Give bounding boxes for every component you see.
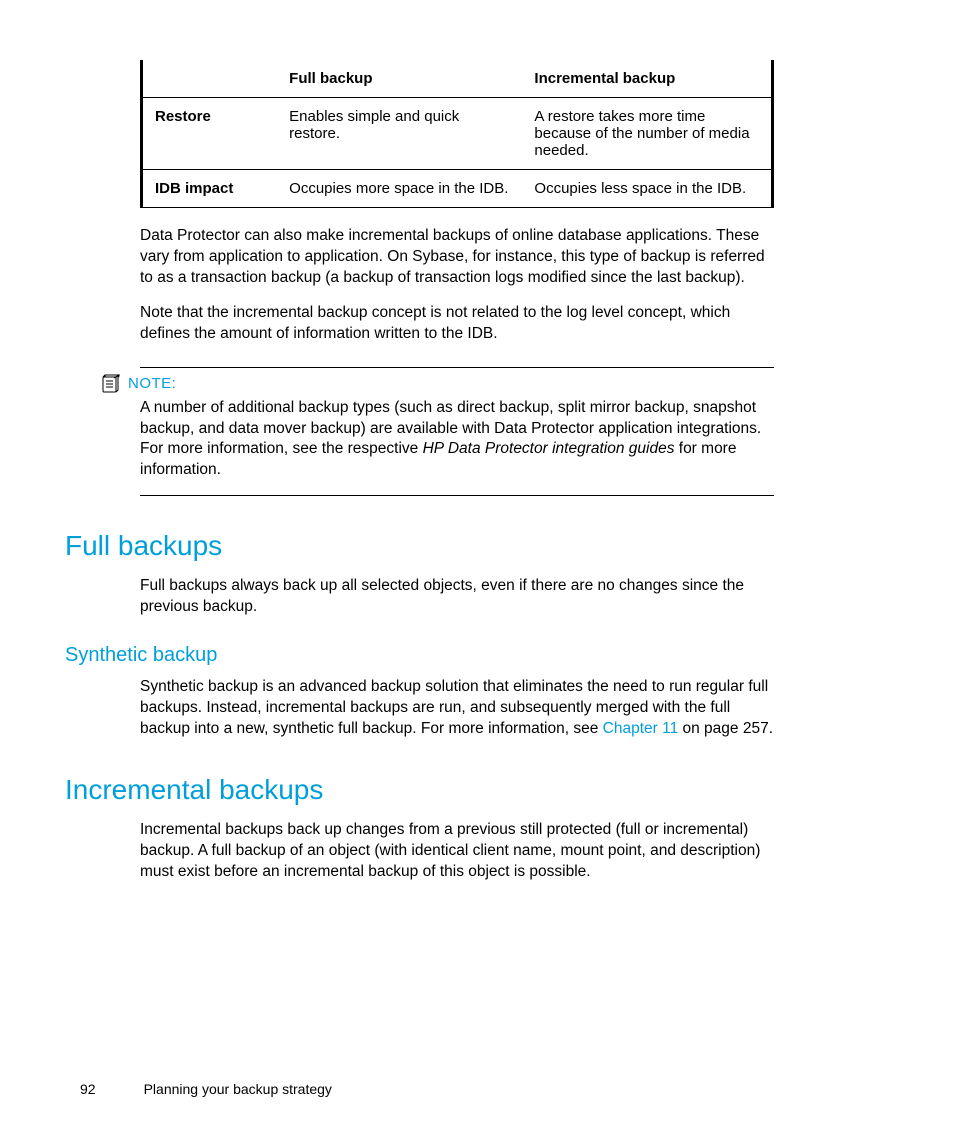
table-header-incremental: Incremental backup — [522, 60, 771, 98]
comparison-table: Full backup Incremental backup Restore E… — [143, 60, 771, 208]
note-label: NOTE: — [128, 375, 176, 392]
table-cell: Occupies less space in the IDB. — [522, 170, 771, 208]
note-body: A number of additional backup types (suc… — [140, 398, 774, 482]
content-area: Full backup Incremental backup Restore E… — [140, 60, 774, 883]
table-rowhead-idb: IDB impact — [143, 170, 277, 208]
document-page: Full backup Incremental backup Restore E… — [0, 0, 954, 1145]
table-cell: A restore takes more time because of the… — [522, 98, 771, 170]
table-row: IDB impact Occupies more space in the ID… — [143, 170, 771, 208]
footer-title: Planning your backup strategy — [144, 1081, 332, 1097]
table-cell: Enables simple and quick restore. — [277, 98, 522, 170]
synthetic-text-post: on page 257. — [678, 720, 773, 737]
table-cell: Occupies more space in the IDB. — [277, 170, 522, 208]
table-header-full: Full backup — [277, 60, 522, 98]
section-heading-full-backups: Full backups — [65, 530, 774, 562]
page-number: 92 — [80, 1081, 96, 1097]
paragraph: Full backups always back up all selected… — [140, 576, 774, 618]
paragraph: Note that the incremental backup concept… — [140, 303, 774, 345]
table-rowhead-restore: Restore — [143, 98, 277, 170]
note-rule-top — [140, 367, 774, 368]
chapter-link[interactable]: Chapter 11 — [603, 720, 679, 737]
paragraph: Synthetic backup is an advanced backup s… — [140, 677, 774, 740]
paragraph: Incremental backups back up changes from… — [140, 820, 774, 883]
table-header-row: Full backup Incremental backup — [143, 60, 771, 98]
note-text-italic: HP Data Protector integration guides — [423, 440, 675, 457]
note-block: NOTE: A number of additional backup type… — [140, 367, 774, 497]
table-header-empty — [143, 60, 277, 98]
comparison-table-wrap: Full backup Incremental backup Restore E… — [140, 60, 774, 208]
section-heading-incremental-backups: Incremental backups — [65, 774, 774, 806]
note-rule-bottom — [140, 495, 774, 496]
paragraph: Data Protector can also make incremental… — [140, 226, 774, 289]
page-footer: 92 Planning your backup strategy — [80, 1081, 332, 1097]
table-row: Restore Enables simple and quick restore… — [143, 98, 771, 170]
note-icon — [100, 374, 122, 394]
note-heading: NOTE: — [100, 374, 774, 394]
subsection-heading-synthetic: Synthetic backup — [65, 644, 774, 667]
